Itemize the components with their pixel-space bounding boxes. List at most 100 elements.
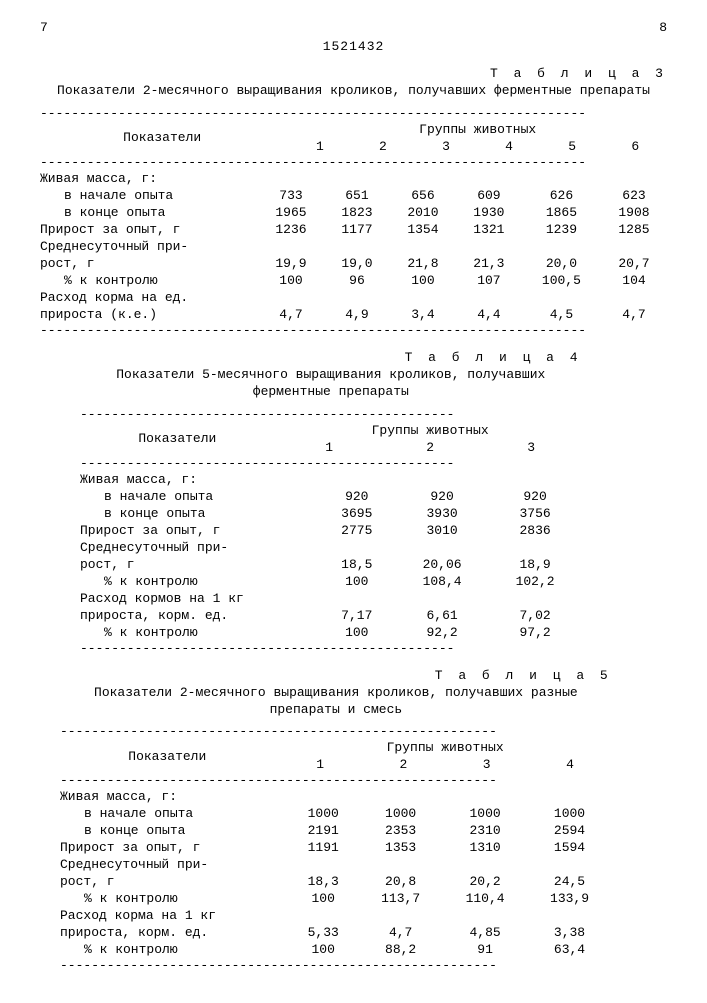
- col-header-group: Группы животных: [279, 422, 582, 439]
- cell: 1321: [456, 221, 522, 238]
- cell: 20,2: [443, 873, 527, 890]
- table-row: Живая масса, г:: [40, 170, 667, 187]
- table-row: прироста, корм. ед.7,176,617,02: [80, 607, 582, 624]
- cell: 20,8: [358, 873, 442, 890]
- row-label: в конце опыта: [60, 822, 288, 839]
- cell: 20,06: [396, 556, 489, 573]
- row-label: Расход корма на 1 кг: [60, 907, 288, 924]
- cell: [258, 238, 324, 255]
- doc-number: 1521432: [40, 39, 667, 54]
- row-label: % к контролю: [40, 272, 258, 289]
- table-row: Расход корма на ед.: [40, 289, 667, 306]
- cell: 113,7: [358, 890, 442, 907]
- table-row: прироста, корм. ед.5,334,74,853,38: [60, 924, 612, 941]
- col-header-group: Группы животных: [279, 739, 612, 756]
- cell: 100: [390, 272, 456, 289]
- cell: 3756: [489, 505, 582, 522]
- cell: 656: [390, 187, 456, 204]
- cell: 18,5: [318, 556, 396, 573]
- col-header-main: Показатели: [80, 422, 279, 456]
- divider: ----------------------------------------…: [80, 641, 582, 656]
- cell: 88,2: [358, 941, 442, 958]
- row-label: % к контролю: [60, 890, 288, 907]
- cell: [456, 238, 522, 255]
- cell: 4,5: [522, 306, 601, 323]
- table-row: % к контролю10092,297,2: [80, 624, 582, 641]
- cell: [396, 539, 489, 556]
- row-label: Расход кормов на 1 кг: [80, 590, 318, 607]
- row-label: Среднесуточный при-: [80, 539, 318, 556]
- cell: [601, 289, 667, 306]
- table-4-body: Живая масса, г:в начале опыта920920920в …: [80, 471, 582, 641]
- cell: 100: [258, 272, 324, 289]
- table-row: прироста (к.е.)4,74,93,44,44,54,7: [40, 306, 667, 323]
- row-label: Расход корма на ед.: [40, 289, 258, 306]
- group-col-4: 4: [478, 138, 541, 155]
- cell: 18,3: [288, 873, 358, 890]
- cell: 19,0: [324, 255, 390, 272]
- group-col-2: 2: [380, 439, 481, 456]
- cell: 21,3: [456, 255, 522, 272]
- cell: 3,38: [527, 924, 611, 941]
- table-row: % к контролю100108,4102,2: [80, 573, 582, 590]
- table-4: Показатели Группы животных 123: [80, 422, 582, 456]
- table-row: в начале опыта1000100010001000: [60, 805, 612, 822]
- group-col-4: 4: [528, 756, 611, 773]
- row-label: Среднесуточный при-: [40, 238, 258, 255]
- cell: [288, 907, 358, 924]
- row-label: прироста, корм. ед.: [80, 607, 318, 624]
- table-row: Среднесуточный при-: [60, 856, 612, 873]
- cell: 1354: [390, 221, 456, 238]
- row-label: в конце опыта: [40, 204, 258, 221]
- table-row: % к контролю100113,7110,4133,9: [60, 890, 612, 907]
- cell: 2191: [288, 822, 358, 839]
- col-header-group: Группы животных: [288, 121, 667, 138]
- cell: [390, 170, 456, 187]
- cell: 651: [324, 187, 390, 204]
- cell: 609: [456, 187, 522, 204]
- cell: 5,33: [288, 924, 358, 941]
- cell: 4,85: [443, 924, 527, 941]
- row-label: % к контролю: [80, 573, 318, 590]
- cell: 4,7: [601, 306, 667, 323]
- cell: 20,0: [522, 255, 601, 272]
- table-row: Среднесуточный при-: [40, 238, 667, 255]
- cell: 1236: [258, 221, 324, 238]
- cell: [358, 856, 442, 873]
- cell: 1285: [601, 221, 667, 238]
- cell: 107: [456, 272, 522, 289]
- table-row: Среднесуточный при-: [80, 539, 582, 556]
- table-row: рост, г18,320,820,224,5: [60, 873, 612, 890]
- cell: 100: [318, 624, 396, 641]
- cell: 2775: [318, 522, 396, 539]
- cell: 3695: [318, 505, 396, 522]
- table-row: Расход корма на 1 кг: [60, 907, 612, 924]
- row-label: прироста (к.е.): [40, 306, 258, 323]
- divider: ----------------------------------------…: [60, 724, 612, 739]
- table-row: Расход кормов на 1 кг: [80, 590, 582, 607]
- cell: [390, 238, 456, 255]
- row-label: рост, г: [40, 255, 258, 272]
- cell: [489, 471, 582, 488]
- cell: 920: [318, 488, 396, 505]
- row-label: Прирост за опыт, г: [80, 522, 318, 539]
- cell: [522, 238, 601, 255]
- table-row: в конце опыта369539303756: [80, 505, 582, 522]
- group-col-1: 1: [279, 439, 380, 456]
- row-label: Среднесуточный при-: [60, 856, 288, 873]
- cell: 733: [258, 187, 324, 204]
- cell: [522, 170, 601, 187]
- cell: [489, 539, 582, 556]
- divider: ----------------------------------------…: [60, 773, 612, 788]
- cell: 2594: [527, 822, 611, 839]
- cell: [288, 788, 358, 805]
- cell: 7,17: [318, 607, 396, 624]
- table-row: Прирост за опыт, г277530102836: [80, 522, 582, 539]
- cell: 4,7: [358, 924, 442, 941]
- cell: 96: [324, 272, 390, 289]
- cell: 1823: [324, 204, 390, 221]
- cell: [456, 170, 522, 187]
- cell: [288, 856, 358, 873]
- row-label: в начале опыта: [40, 187, 258, 204]
- cell: 3930: [396, 505, 489, 522]
